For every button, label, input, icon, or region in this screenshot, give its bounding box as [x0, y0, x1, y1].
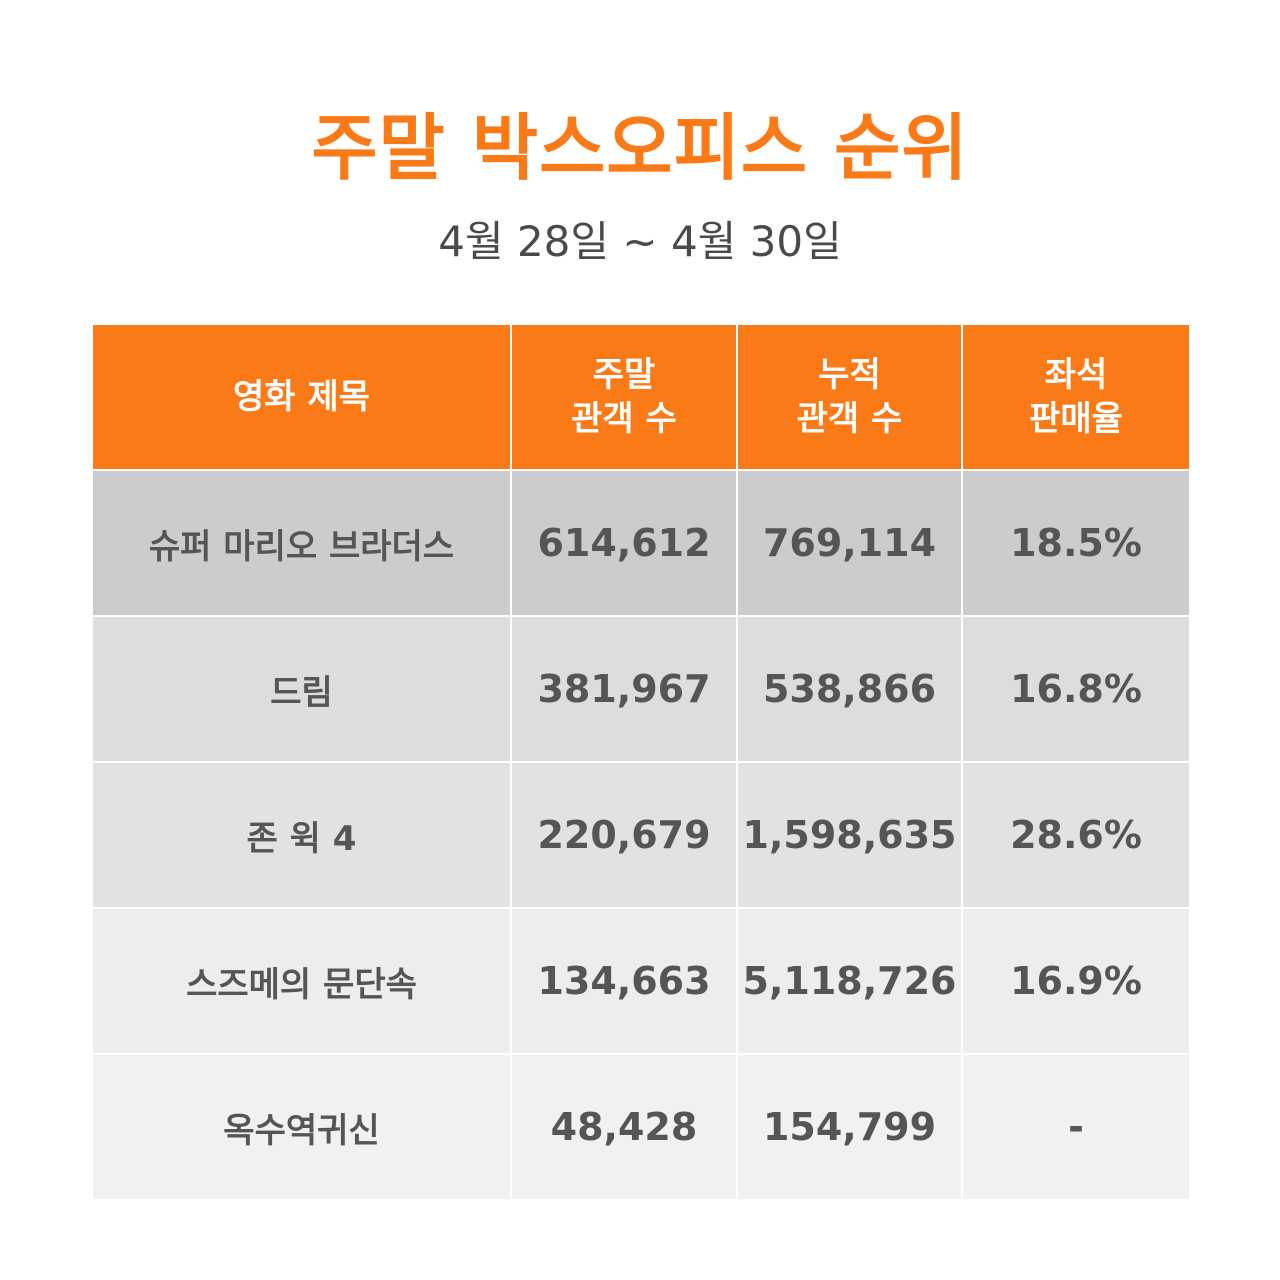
column-header-seat-line1: 좌석	[1044, 355, 1108, 395]
weekend-audience-cell: 614,612	[510, 469, 738, 617]
date-range: 4월 28일 ~ 4월 30일	[438, 217, 842, 266]
cumulative-audience-cell: 5,118,726	[736, 907, 963, 1055]
column-header-cumulative-line1: 누적	[818, 355, 881, 395]
cumulative-audience-cell: 538,866	[736, 615, 963, 763]
seat-sales-rate-cell: 16.8%	[961, 615, 1191, 763]
cumulative-audience-cell: 1,598,635	[736, 761, 963, 909]
table-row: 드림 381,967 538,866 16.8%	[91, 615, 1191, 763]
table-row: 존 윅 4 220,679 1,598,635 28.6%	[91, 761, 1191, 909]
table-row: 스즈메의 문단속 134,663 5,118,726 16.9%	[91, 907, 1191, 1055]
box-office-table: 영화 제목 주말 관객 수 누적 관객 수 좌석 판매율 슈퍼 마리오 브라더스…	[91, 323, 1191, 1201]
seat-sales-rate-cell: -	[961, 1053, 1191, 1201]
column-header-weekend-line1: 주말	[592, 355, 656, 395]
column-header-seat-line2: 판매율	[1029, 399, 1123, 439]
movie-title-cell: 슈퍼 마리오 브라더스	[91, 469, 512, 617]
column-header-weekend-audience: 주말 관객 수	[510, 323, 738, 471]
header-row: 영화 제목 주말 관객 수 누적 관객 수 좌석 판매율	[91, 323, 1191, 471]
seat-sales-rate-cell: 16.9%	[961, 907, 1191, 1055]
table-row: 슈퍼 마리오 브라더스 614,612 769,114 18.5%	[91, 469, 1191, 617]
column-header-cumulative-line2: 관객 수	[796, 399, 903, 439]
page-title: 주말 박스오피스 순위	[311, 106, 969, 190]
cumulative-audience-cell: 154,799	[736, 1053, 963, 1201]
seat-sales-rate-cell: 18.5%	[961, 469, 1191, 617]
weekend-audience-cell: 134,663	[510, 907, 738, 1055]
movie-title-cell: 옥수역귀신	[91, 1053, 512, 1201]
column-header-cumulative-audience: 누적 관객 수	[736, 323, 963, 471]
weekend-audience-cell: 381,967	[510, 615, 738, 763]
weekend-audience-cell: 48,428	[510, 1053, 738, 1201]
column-header-seat-sales-rate: 좌석 판매율	[961, 323, 1191, 471]
movie-title-cell: 스즈메의 문단속	[91, 907, 512, 1055]
movie-title-cell: 존 윅 4	[91, 761, 512, 909]
movie-title-cell: 드림	[91, 615, 512, 763]
column-header-title-label: 영화 제목	[233, 377, 370, 417]
table-body: 슈퍼 마리오 브라더스 614,612 769,114 18.5% 드림 381…	[91, 469, 1191, 1201]
weekend-audience-cell: 220,679	[510, 761, 738, 909]
table-header: 영화 제목 주말 관객 수 누적 관객 수 좌석 판매율	[91, 323, 1191, 471]
column-header-weekend-line2: 관객 수	[571, 399, 677, 439]
seat-sales-rate-cell: 28.6%	[961, 761, 1191, 909]
column-header-title: 영화 제목	[91, 323, 512, 471]
cumulative-audience-cell: 769,114	[736, 469, 963, 617]
table-row: 옥수역귀신 48,428 154,799 -	[91, 1053, 1191, 1201]
